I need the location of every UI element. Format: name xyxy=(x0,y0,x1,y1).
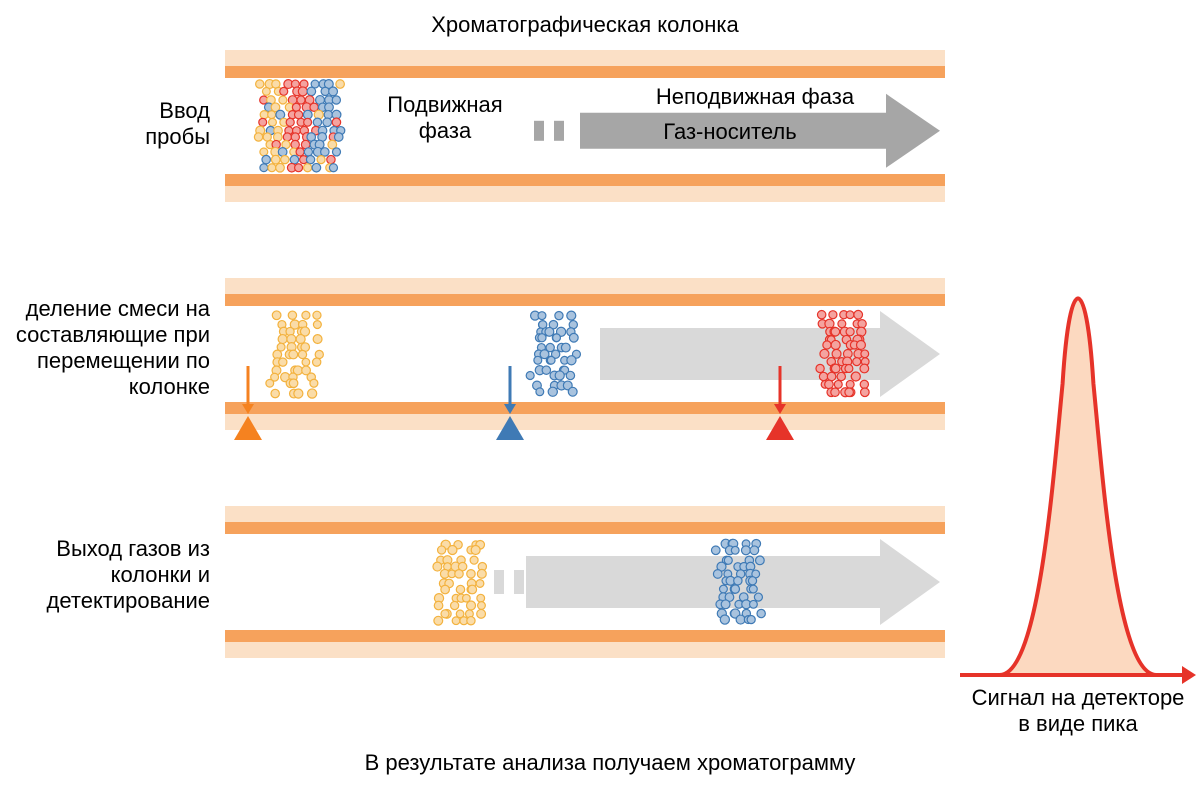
down-arrow-blue xyxy=(504,366,516,414)
column-row-3 xyxy=(225,506,945,658)
row2-label: перемещении по xyxy=(37,348,210,373)
detector-peak xyxy=(1000,298,1157,675)
carrier-gas-label: Газ-носитель xyxy=(663,119,796,144)
column-row-1 xyxy=(225,50,945,202)
peak-caption: Сигнал на детекторе xyxy=(972,685,1185,710)
row1-label: пробы xyxy=(145,124,210,149)
column-row-2 xyxy=(225,278,945,430)
row3-label: Выход газов из xyxy=(56,536,210,561)
cluster-blue xyxy=(526,311,580,396)
title-bottom: В результате анализа получаем хроматогра… xyxy=(365,750,856,775)
title-top: Хроматографическая колонка xyxy=(431,12,739,37)
flow-tick xyxy=(514,570,524,594)
stationary-phase-label: Неподвижная фаза xyxy=(656,84,855,109)
down-arrow-orange xyxy=(242,366,254,414)
diagram-canvas: Хроматографическая колонка Вводпробы Подви… xyxy=(0,0,1200,791)
detector-peak-panel xyxy=(960,298,1196,684)
flow-tick xyxy=(494,570,504,594)
flow-tick xyxy=(554,121,564,141)
flow-tick xyxy=(534,121,544,141)
mobile-phase-label: Подвижная xyxy=(387,92,502,117)
cluster-yellow xyxy=(433,540,487,625)
row1-label: Ввод xyxy=(159,98,210,123)
flow-arrow-row2 xyxy=(600,311,940,397)
peak-caption: в виде пика xyxy=(1018,711,1138,736)
peak-baseline-arrowhead xyxy=(1182,666,1196,684)
row2-label: деление смеси на xyxy=(26,296,211,321)
row2-label: колонке xyxy=(129,374,210,399)
cluster-yellow xyxy=(266,311,323,398)
mixed-sample-cluster xyxy=(254,80,344,172)
row3-label: колонки и xyxy=(111,562,210,587)
row2-label: составляющие при xyxy=(16,322,210,347)
mobile-phase-label: фаза xyxy=(419,118,472,143)
row3-label: детектирование xyxy=(47,588,210,613)
